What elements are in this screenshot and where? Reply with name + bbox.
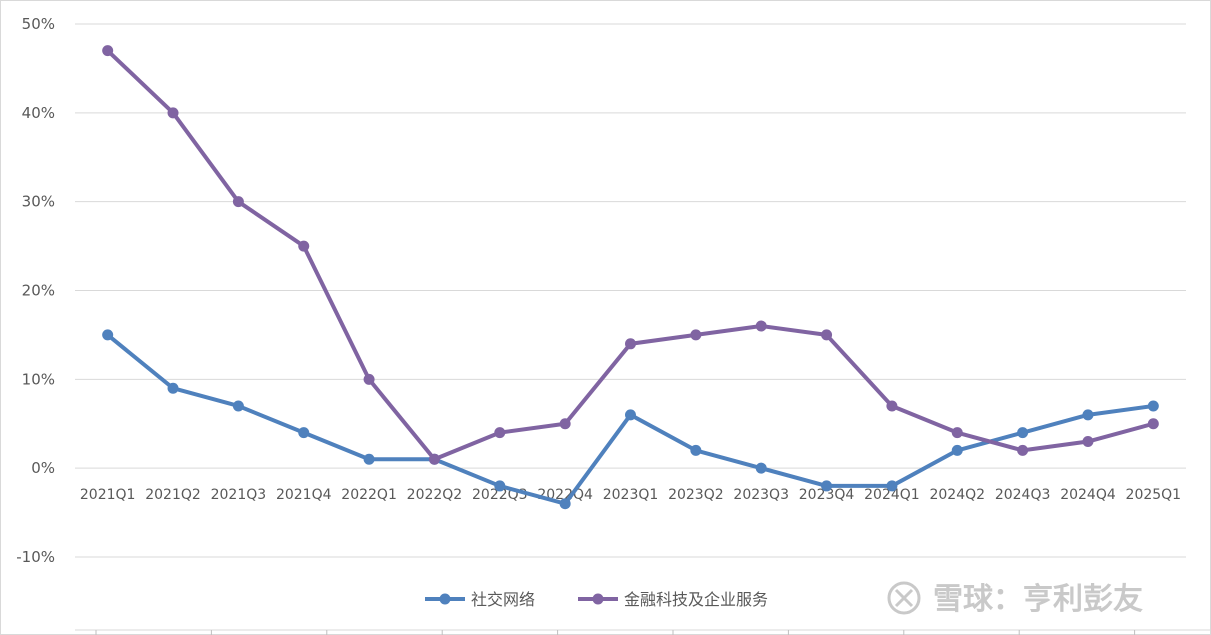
legend-label: 金融科技及企业服务 <box>624 590 768 609</box>
data-point <box>298 240 310 252</box>
series-lines <box>102 45 1159 510</box>
y-tick-label: 0% <box>31 459 55 477</box>
data-point <box>1147 400 1159 412</box>
legend-swatch-marker <box>592 593 604 605</box>
x-tick-label: 2024Q2 <box>929 487 985 503</box>
x-tick-label: 2021Q4 <box>276 487 332 503</box>
x-tick-label: 2024Q3 <box>995 487 1051 503</box>
x-axis-ticks: 2021Q1 2021Q2 2021Q3 2021Q4 2022Q1 2022Q2 2022… <box>80 487 1182 635</box>
x-tick-label: 2021Q2 <box>145 487 201 503</box>
data-point <box>494 480 506 492</box>
data-point <box>886 480 898 492</box>
data-point <box>363 453 375 465</box>
watermark: 雪球：亨利彭友 <box>887 581 1143 617</box>
data-point <box>1017 444 1029 456</box>
x-tick-label: 2023Q4 <box>799 487 855 503</box>
data-point <box>559 418 571 430</box>
legend-label: 社交网络 <box>471 590 535 609</box>
data-point <box>428 453 440 465</box>
x-tick-label: 2024Q4 <box>1060 487 1116 503</box>
data-point <box>625 338 636 350</box>
y-tick-label: -10% <box>16 548 55 566</box>
data-point <box>363 373 375 385</box>
data-point <box>167 107 179 119</box>
data-point <box>886 400 898 412</box>
data-point <box>821 329 833 341</box>
data-point <box>625 409 636 421</box>
data-point <box>1147 418 1159 430</box>
data-point <box>232 400 244 412</box>
data-point <box>167 382 179 394</box>
y-tick-label: 10% <box>22 370 55 388</box>
legend-swatch-marker <box>439 593 451 605</box>
data-point <box>232 196 244 208</box>
x-tick-label: 2021Q3 <box>211 487 267 503</box>
data-point <box>690 444 702 456</box>
data-point <box>102 45 114 57</box>
data-point <box>1082 436 1094 448</box>
watermark-text: 雪球：亨利彭友 <box>933 582 1143 617</box>
xueqiu-logo-icon <box>887 581 921 615</box>
y-tick-label: 30% <box>22 193 55 211</box>
y-tick-label: 50% <box>22 15 55 33</box>
data-point <box>951 444 963 456</box>
data-point <box>951 427 963 439</box>
legend: 社交网络 金融科技及企业服务 <box>425 590 768 609</box>
x-tick-label: 2023Q2 <box>668 487 724 503</box>
data-point <box>821 480 833 492</box>
data-point <box>494 427 506 439</box>
x-tick-label: 2025Q1 <box>1126 487 1182 503</box>
data-point <box>559 498 571 510</box>
data-point <box>298 427 310 439</box>
x-tick-label: 2024Q1 <box>864 487 920 503</box>
data-point <box>755 462 767 474</box>
y-axis-ticks: 50% 40% 30% 20% 10% 0% -10% <box>16 15 55 566</box>
data-point <box>1017 427 1029 439</box>
data-point <box>1082 409 1094 421</box>
x-tick-label: 2023Q3 <box>733 487 789 503</box>
x-tick-label: 2022Q2 <box>407 487 463 503</box>
y-tick-label: 20% <box>22 282 55 300</box>
data-point <box>102 329 114 341</box>
gridlines <box>75 23 1211 631</box>
x-tick-label: 2021Q1 <box>80 487 136 503</box>
y-tick-label: 40% <box>22 104 55 122</box>
data-point <box>755 320 767 332</box>
x-tick-label: 2023Q1 <box>603 487 659 503</box>
x-tick-label: 2022Q1 <box>341 487 397 503</box>
data-point <box>690 329 702 341</box>
